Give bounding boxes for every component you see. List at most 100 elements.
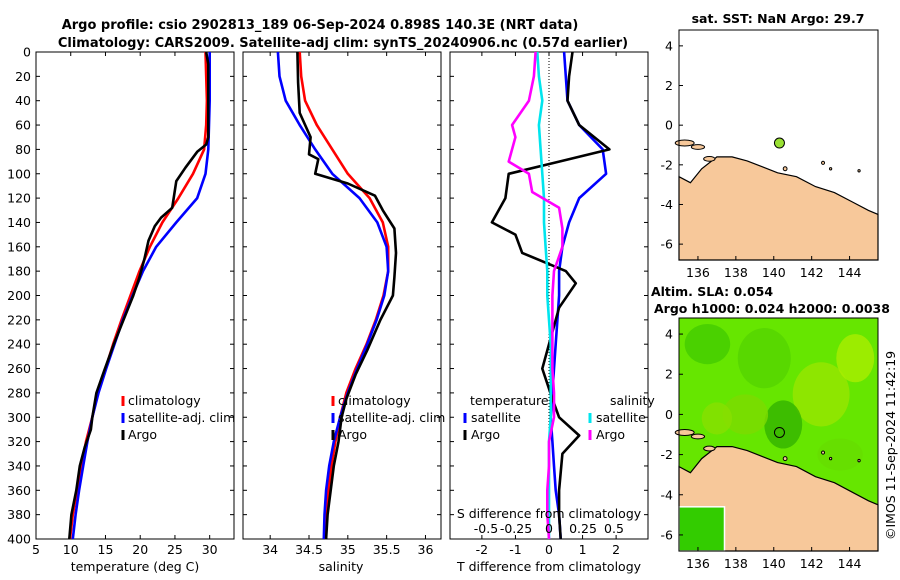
sla-patch (764, 400, 803, 449)
y-tick-label: -2 (661, 157, 673, 172)
series-line-temperature-satellite (549, 51, 608, 540)
diff-legend-s-sat: satellite (596, 410, 646, 425)
y-tick-label: 4 (665, 327, 673, 342)
s-tick-label: -0.5 (474, 521, 498, 536)
sla-patch (722, 394, 769, 435)
difference-xlabel-s: S difference from climatology (457, 506, 642, 521)
x-tick-label: -2 (476, 542, 488, 557)
s-tick-label: 0.25 (569, 521, 597, 536)
sla-map-title: Altim. SLA: 0.054 (651, 284, 773, 299)
island (690, 433, 706, 440)
x-tick-label: 136 (686, 265, 710, 280)
y-tick-label: 260 (7, 361, 31, 376)
x-tick-label: 138 (724, 265, 748, 280)
y-tick-label: -4 (661, 487, 674, 502)
x-tick-label: 15 (98, 542, 114, 557)
sla-patch (737, 328, 791, 389)
salinity-panel: 34 34.5 35 35.5 36 salinity climatology sate… (242, 51, 445, 574)
difference-legend: temperature satellite Argo salinity sate… (470, 393, 655, 442)
y-tick-label: 160 (7, 239, 31, 254)
y-tick-label: 220 (7, 312, 31, 327)
y-tick-label: 360 (7, 483, 31, 498)
sla-map: Altim. SLA: 0.054 Argo h1000: 0.024 h200… (651, 284, 890, 571)
series-line-argo (68, 51, 210, 540)
x-tick-label: 0 (545, 542, 553, 557)
x-tick-label: 35 (340, 542, 356, 557)
x-tick-label: 136 (686, 556, 710, 571)
temperature-legend-sat: satellite-adj. clim (128, 410, 235, 425)
y-tick-label: 400 (7, 532, 31, 547)
x-tick-label: 36 (418, 542, 434, 557)
figure-title-line2: Climatology: CARS2009. Satellite-adj cli… (58, 36, 628, 51)
sla-south-ocean (678, 506, 726, 552)
y-tick-label: 2 (665, 78, 673, 93)
salinity-legend-sat: satellite-adj. clim (338, 410, 445, 425)
y-tick-label: 4 (665, 38, 673, 53)
x-tick-label: 138 (724, 556, 748, 571)
island (821, 450, 826, 455)
y-tick-label: -2 (661, 447, 673, 462)
island (674, 428, 695, 437)
x-tick-label: 34.5 (295, 542, 323, 557)
salinity-legend-clim: climatology (338, 393, 411, 408)
series-line-satellite-adj-clim (276, 51, 390, 540)
y-tick-label: -6 (661, 237, 674, 252)
s-tick-label: 0.5 (604, 521, 624, 536)
series-line-argo (296, 51, 398, 540)
sst-argo-marker (773, 137, 785, 149)
x-tick-label: 142 (800, 556, 824, 571)
x-tick-label: 34 (262, 542, 278, 557)
x-tick-label: 2 (612, 542, 620, 557)
diff-legend-t-argo: Argo (471, 427, 500, 442)
x-tick-label: 10 (63, 542, 79, 557)
sla-patch (836, 334, 875, 383)
y-tick-label: 280 (7, 385, 31, 400)
series-line-salinity-argo (507, 51, 564, 540)
x-tick-label: 144 (838, 265, 862, 280)
y-tick-label: 200 (7, 288, 31, 303)
y-tick-label: 300 (7, 410, 31, 425)
y-tick-label: 40 (15, 93, 31, 108)
salinity-xlabel: salinity (319, 559, 364, 574)
series-line-temperature-argo (490, 51, 611, 540)
y-tick-label: 340 (7, 458, 31, 473)
island (782, 166, 788, 172)
temperature-xlabel: temperature (deg C) (71, 559, 200, 574)
y-tick-label: 240 (7, 337, 31, 352)
sla-patch (792, 362, 850, 427)
island (703, 156, 716, 162)
x-tick-label: 140 (762, 556, 786, 571)
y-tick-label: 380 (7, 507, 31, 522)
island (703, 445, 716, 452)
temperature-panel: 0 20 40 60 80 100 120 140 160 180 200 220 240 260 280 3… (7, 45, 235, 575)
y-tick-label: -6 (661, 527, 674, 542)
x-tick-label: -1 (509, 542, 521, 557)
s-tick-label: 0 (545, 521, 553, 536)
island (857, 458, 861, 463)
x-tick-label: 144 (838, 556, 862, 571)
y-tick-label: 2 (665, 367, 673, 382)
x-tick-label: 35.5 (373, 542, 401, 557)
y-tick-label: -4 (661, 197, 674, 212)
y-tick-label: 80 (15, 142, 31, 157)
x-tick-label: 142 (800, 265, 824, 280)
difference-xlabel-t: T difference from climatology (456, 559, 642, 574)
island (782, 456, 788, 462)
figure-title-line1: Argo profile: csio 2902813_189 06-Sep-20… (62, 18, 579, 33)
y-tick-label: 100 (7, 166, 31, 181)
temperature-legend-argo: Argo (128, 427, 157, 442)
y-tick-label: 0 (665, 118, 673, 133)
island (828, 167, 833, 171)
diff-legend-t-sat: satellite (471, 410, 521, 425)
sla-patch (701, 402, 733, 435)
diff-legend-s-title: salinity (610, 393, 655, 408)
x-tick-label: 20 (132, 542, 148, 557)
y-tick-label: 0 (665, 407, 673, 422)
island (821, 160, 826, 165)
temperature-legend-clim: climatology (128, 393, 201, 408)
difference-panel: -2 -1 0 1 2 T difference from climatology S … (449, 51, 655, 574)
y-tick-label: 0 (23, 45, 31, 60)
x-tick-label: 140 (762, 265, 786, 280)
y-tick-label: 140 (7, 215, 31, 230)
